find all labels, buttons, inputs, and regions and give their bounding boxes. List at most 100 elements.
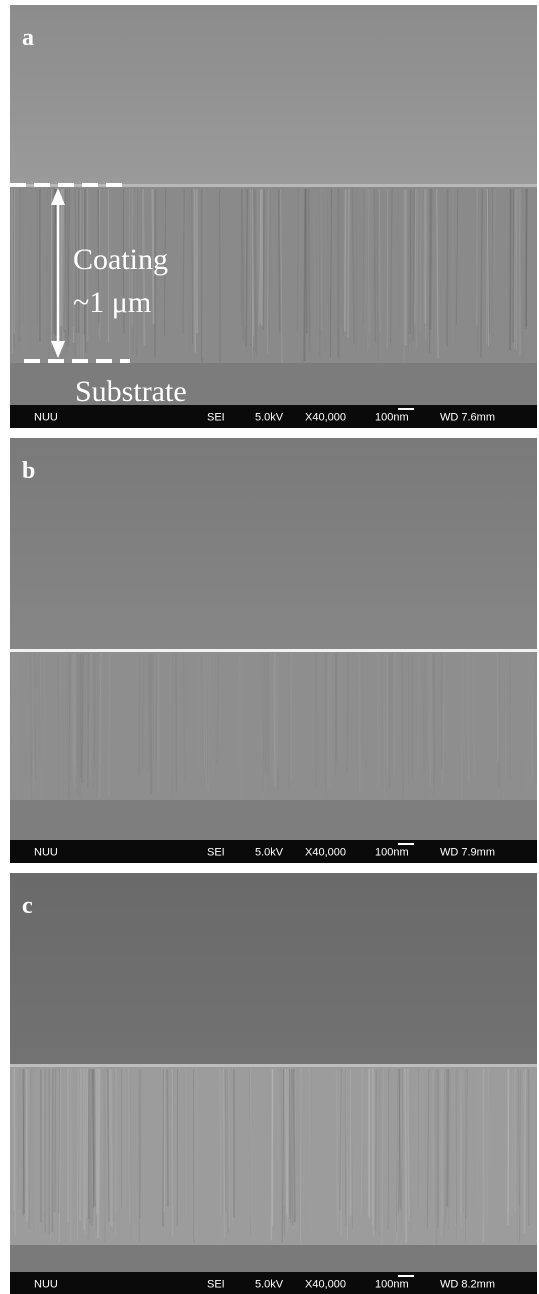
- streak: [492, 188, 494, 337]
- streak: [410, 1069, 411, 1232]
- streak: [153, 653, 156, 789]
- streak: [108, 653, 111, 796]
- streak: [472, 653, 475, 779]
- streak: [424, 653, 426, 798]
- info-scale: 100nm: [375, 846, 409, 858]
- streak: [307, 188, 311, 352]
- info-wd: WD 8.2mm: [440, 1278, 495, 1290]
- streak: [96, 1068, 99, 1216]
- streak: [191, 188, 193, 344]
- streak: [86, 653, 90, 789]
- streak: [254, 188, 257, 353]
- streak: [523, 1068, 527, 1233]
- streak: [172, 1068, 174, 1206]
- streak: [465, 1068, 469, 1219]
- streak: [411, 188, 413, 359]
- streak: [281, 1068, 285, 1243]
- streak: [522, 1068, 525, 1236]
- streak: [59, 188, 61, 343]
- streak: [113, 1068, 117, 1235]
- streak: [49, 1068, 52, 1242]
- streak: [42, 1068, 44, 1213]
- streak: [98, 1068, 101, 1207]
- streak: [206, 653, 208, 790]
- streak: [427, 653, 430, 764]
- streak: [141, 188, 146, 346]
- streak: [11, 653, 13, 790]
- streak: [28, 1068, 32, 1229]
- streak: [22, 1068, 25, 1216]
- info-source: NUU: [34, 1278, 58, 1290]
- arrow-head: [51, 188, 65, 358]
- streak: [110, 1068, 113, 1223]
- streak: [250, 188, 254, 344]
- streak: [367, 188, 370, 354]
- streak: [519, 1068, 521, 1244]
- streak: [351, 188, 355, 345]
- streak: [63, 188, 66, 333]
- info-magnification: X40,000: [305, 411, 346, 423]
- streak: [487, 188, 491, 333]
- sem-surface-line: [10, 1064, 537, 1067]
- streak: [445, 1068, 448, 1225]
- streak: [464, 1068, 467, 1243]
- streak: [79, 1068, 82, 1221]
- streak: [513, 188, 517, 348]
- streak: [522, 189, 523, 362]
- streak: [161, 1068, 164, 1218]
- streak: [93, 653, 96, 763]
- info-voltage: 5.0kV: [255, 411, 284, 423]
- streak: [485, 188, 488, 345]
- sem-substrate: [10, 363, 537, 405]
- streak: [273, 653, 277, 787]
- streak: [444, 1069, 445, 1241]
- info-source: NUU: [34, 846, 58, 858]
- streak: [286, 1068, 289, 1233]
- streak: [211, 653, 214, 774]
- streak: [22, 188, 25, 325]
- streak: [369, 188, 373, 332]
- streak: [340, 188, 343, 326]
- sem-top-region: [10, 5, 537, 185]
- streak: [148, 653, 153, 794]
- streak: [86, 1068, 89, 1217]
- streak: [58, 1068, 62, 1242]
- streak: [467, 653, 470, 782]
- streak: [175, 653, 178, 793]
- streak: [9, 653, 12, 786]
- streak: [417, 653, 420, 768]
- streak: [188, 188, 191, 356]
- streak: [371, 1068, 375, 1237]
- sem-substrate: [10, 1245, 537, 1272]
- streak: [38, 653, 41, 771]
- streak: [303, 188, 307, 362]
- streak: [358, 653, 361, 795]
- info-magnification: X40,000: [305, 846, 346, 858]
- streak: [406, 1068, 410, 1221]
- info-scale: 100nm: [375, 411, 409, 423]
- streak: [376, 653, 379, 790]
- streak: [486, 188, 490, 347]
- streak: [94, 653, 97, 769]
- streak: [257, 188, 260, 360]
- streak: [374, 1068, 378, 1232]
- streak: [428, 653, 432, 788]
- info-source: NUU: [34, 411, 58, 423]
- streak: [118, 654, 119, 799]
- streak: [280, 188, 283, 363]
- streak: [381, 1068, 384, 1244]
- streak: [430, 653, 434, 791]
- streak: [509, 188, 512, 351]
- streak: [262, 188, 265, 330]
- streak: [396, 1068, 398, 1233]
- annotation-coating: Coating: [73, 243, 168, 276]
- streak: [151, 188, 155, 325]
- streak: [222, 1068, 226, 1239]
- info-mode: SEI: [207, 411, 225, 423]
- streak: [521, 188, 525, 361]
- streak: [277, 188, 281, 333]
- info-voltage: 5.0kV: [255, 1278, 284, 1290]
- streak: [290, 1068, 293, 1224]
- streak: [277, 653, 279, 793]
